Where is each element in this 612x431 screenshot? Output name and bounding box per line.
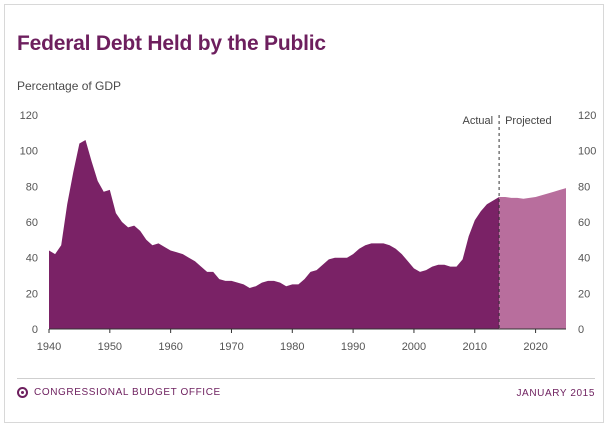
x-tick-label: 1980 [280,341,304,353]
y-tick-right: 0 [578,324,584,336]
report-date: JANUARY 2015 [516,388,595,399]
y-tick-left: 100 [20,146,38,158]
x-tick-label: 1960 [158,341,182,353]
series-area-actual [49,140,500,329]
y-tick-left: 0 [32,324,38,336]
chart-title: Federal Debt Held by the Public [17,32,326,55]
y-tick-right: 40 [578,253,590,265]
y-tick-right: 100 [578,146,596,158]
footer-divider [17,378,595,379]
y-tick-right: 80 [578,181,590,193]
y-tick-left: 40 [26,253,38,265]
y-tick-right: 20 [578,288,590,300]
x-axis-ticks: 1940 1950 1960 1970 1980 1990 2000 2010 2020 [37,329,548,353]
chart-areas [49,140,566,329]
footer-agency: CONGRESSIONAL BUDGET OFFICE [17,387,221,398]
x-tick-label: 2020 [523,341,547,353]
y-axis-title: Percentage of GDP [17,79,122,93]
y-tick-left: 20 [26,288,38,300]
x-tick-label: 2000 [402,341,426,353]
y-tick-right: 120 [578,110,596,122]
series-area-projected [499,188,566,329]
agency-name: CONGRESSIONAL BUDGET OFFICE [34,387,221,398]
y-tick-right: 60 [578,217,590,229]
x-tick-label: 1970 [219,341,243,353]
x-tick-label: 1950 [98,341,122,353]
y-tick-left: 80 [26,181,38,193]
annotation-actual: Actual [463,115,494,127]
x-tick-label: 1940 [37,341,61,353]
y-tick-left: 60 [26,217,38,229]
x-tick-label: 1990 [341,341,365,353]
y-axis-right-ticks: 0 20 40 60 80 100 120 [578,110,596,336]
y-tick-left: 120 [20,110,38,122]
x-tick-label: 2010 [463,341,487,353]
cbo-logo-icon [17,387,28,398]
y-axis-left-ticks: 0 20 40 60 80 100 120 [20,110,38,336]
annotation-projected: Projected [505,115,551,127]
